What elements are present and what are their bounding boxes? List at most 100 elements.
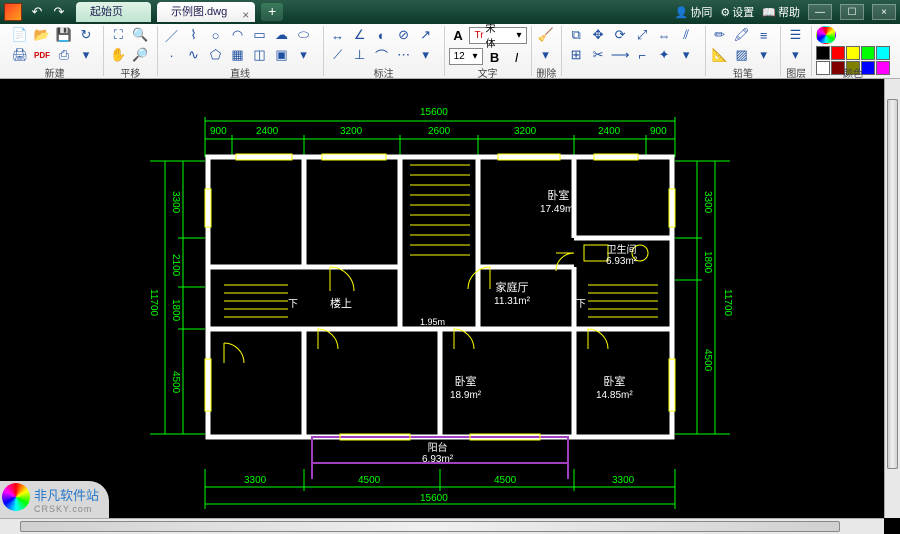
move-icon[interactable]: ✥ [588,26,608,44]
block-icon[interactable]: ◫ [250,46,270,64]
close-icon[interactable]: × [242,5,249,25]
new-tab-button[interactable]: + [261,3,283,21]
explode-icon[interactable]: ✦ [654,46,674,64]
text-icon[interactable]: A [449,26,468,44]
refresh-icon[interactable]: ↻ [76,26,96,44]
linetype-icon[interactable]: ≡ [754,26,774,44]
palette-swatch[interactable] [846,46,860,60]
point-icon[interactable]: · [162,46,182,64]
italic-button[interactable]: I [507,48,527,66]
palette-swatch[interactable] [831,46,845,60]
pan-icon[interactable]: ✋ [108,46,128,64]
dim-cont-icon[interactable]: ⋯ [394,46,414,64]
pencil-icon[interactable]: ✏ [710,26,730,44]
ellipse-icon[interactable]: ⬭ [294,26,314,44]
spline-icon[interactable]: ∿ [184,46,204,64]
dim-linear-icon[interactable]: ↔ [328,26,348,44]
delete-drop-icon[interactable]: ▾ [536,46,556,64]
trim-icon[interactable]: ✂ [588,46,608,64]
layer-drop-icon[interactable]: ▾ [785,46,805,64]
erase-icon[interactable]: 🧹 [536,26,556,44]
scale-icon[interactable]: ⤢ [632,26,652,44]
zoom-in-icon[interactable]: 🔍 [130,26,150,44]
leader-icon[interactable]: ↗ [416,26,436,44]
group-modify-label [566,65,701,76]
drawing-canvas[interactable]: 15600 900 2400 3200 2600 3200 2400 900 1… [0,79,900,534]
dim-radius-icon[interactable]: ◐ [372,26,392,44]
mirror-icon[interactable]: ⇔ [654,26,674,44]
arc-icon[interactable]: ◠ [228,26,248,44]
highlight-icon[interactable]: 🖍 [732,26,752,44]
pencil-drop-icon[interactable]: ▾ [754,46,774,64]
modify-drop-icon[interactable]: ▾ [676,46,696,64]
group-annotate: ↔ ∠ ◐ ⊘ ↗ ⟋ ⊥ ⌒ ⋯ ▾ 标注 [324,26,445,76]
cloud-icon[interactable]: ☁ [272,26,292,44]
dim-right-total: 11700 [722,289,733,316]
help-link[interactable]: 📖帮助 [762,4,800,20]
watermark-title: 非凡软件站 [34,485,99,504]
dim-arc-icon[interactable]: ⌒ [372,46,392,64]
extend-icon[interactable]: ⟶ [610,46,630,64]
dim-drop-icon[interactable]: ▾ [416,46,436,64]
copy-icon[interactable]: ⧉ [566,26,586,44]
array-icon[interactable]: ⊞ [566,46,586,64]
close-button[interactable]: × [872,4,896,20]
circle-icon[interactable]: ○ [206,26,226,44]
hatch-icon[interactable]: ▦ [228,46,248,64]
palette-swatch[interactable] [876,46,890,60]
title-bar: ↶ ↷ 起始页 示例图.dwg × + 👤协同 ⚙设置 📖帮助 — ☐ × [0,0,900,24]
bold-button[interactable]: B [485,48,505,66]
line-icon[interactable]: ／ [162,26,182,44]
color-wheel-icon[interactable] [816,26,836,44]
room-stairs-dn2: 下 [576,295,586,310]
collab-link[interactable]: 👤协同 [675,4,713,20]
polygon-icon[interactable]: ⬠ [206,46,226,64]
dim-diameter-icon[interactable]: ⊘ [394,26,414,44]
save-icon[interactable]: 💾 [54,26,74,44]
group-text: A Tr宋体▾ 12▾ B I 文字 [445,26,532,76]
font-size-combo[interactable]: 12▾ [449,48,483,65]
settings-link[interactable]: ⚙设置 [720,4,754,20]
room-balcony: 阳台6.93m² [422,439,453,465]
zoom-fit-icon[interactable]: ⛶ [108,26,128,44]
measure-icon[interactable]: 📐 [710,46,730,64]
app-icon [4,3,22,21]
rect-icon[interactable]: ▭ [250,26,270,44]
tab-start[interactable]: 起始页 [76,2,151,22]
room-bedroom2: 卧室18.9m² [450,373,481,401]
tab-example[interactable]: 示例图.dwg × [157,2,255,22]
fillet-icon[interactable]: ⌐ [632,46,652,64]
pdf-icon[interactable]: PDF [32,46,52,64]
layer-icon[interactable]: ☰ [785,26,805,44]
new-file-icon[interactable]: 📄 [10,26,30,44]
font-family-combo[interactable]: Tr宋体▾ [469,27,526,44]
scrollbar-vertical[interactable] [884,79,900,518]
offset-icon[interactable]: ⫽ [676,26,696,44]
dim-angular-icon[interactable]: ∠ [350,26,370,44]
print-icon[interactable]: 🖨 [10,46,30,64]
dim-align-icon[interactable]: ⟋ [328,46,348,64]
palette-swatch[interactable] [861,46,875,60]
maximize-button[interactable]: ☐ [840,4,864,20]
dim-bot-total: 15600 [420,493,448,504]
menu-icon[interactable]: ▾ [76,46,96,64]
watermark-logo-icon [2,483,30,511]
rotate-icon[interactable]: ⟳ [610,26,630,44]
dim-ord-icon[interactable]: ⊥ [350,46,370,64]
drop-icon[interactable]: ▾ [294,46,314,64]
dim-top-total: 15600 [420,107,448,118]
palette-swatch[interactable] [816,46,830,60]
dim-right-0: 3300 [702,191,713,213]
area-icon[interactable]: ▨ [732,46,752,64]
open-file-icon[interactable]: 📂 [32,26,52,44]
export-icon[interactable]: ⎙ [54,46,74,64]
redo-button[interactable]: ↷ [48,3,70,21]
polyline-icon[interactable]: ⌇ [184,26,204,44]
tab-example-label: 示例图.dwg [171,6,227,18]
minimize-button[interactable]: — [808,4,832,20]
group-new-label: 新建 [10,65,99,80]
image-icon[interactable]: ▣ [272,46,292,64]
scrollbar-horizontal[interactable] [0,518,884,534]
zoom-window-icon[interactable]: 🔎 [130,46,150,64]
undo-button[interactable]: ↶ [26,3,48,21]
